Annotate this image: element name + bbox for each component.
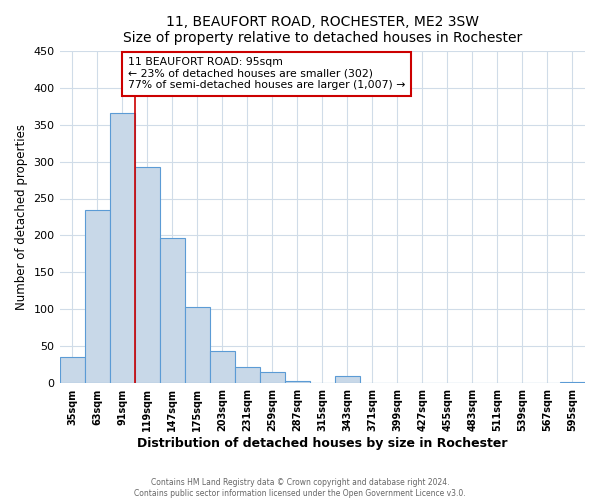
Bar [560,382,585,384]
Bar [110,114,134,384]
X-axis label: Distribution of detached houses by size in Rochester: Distribution of detached houses by size … [137,437,508,450]
Bar [85,210,110,384]
Bar [160,238,185,384]
Title: 11, BEAUFORT ROAD, ROCHESTER, ME2 3SW
Size of property relative to detached hous: 11, BEAUFORT ROAD, ROCHESTER, ME2 3SW Si… [122,15,522,45]
Text: 11 BEAUFORT ROAD: 95sqm
← 23% of detached houses are smaller (302)
77% of semi-d: 11 BEAUFORT ROAD: 95sqm ← 23% of detache… [128,57,405,90]
Bar [209,351,235,384]
Bar [185,308,209,384]
Bar [134,168,160,384]
Bar [285,381,310,384]
Bar [59,357,85,384]
Bar [360,382,385,384]
Bar [260,372,285,384]
Text: Contains HM Land Registry data © Crown copyright and database right 2024.
Contai: Contains HM Land Registry data © Crown c… [134,478,466,498]
Y-axis label: Number of detached properties: Number of detached properties [15,124,28,310]
Bar [335,376,360,384]
Bar [235,367,260,384]
